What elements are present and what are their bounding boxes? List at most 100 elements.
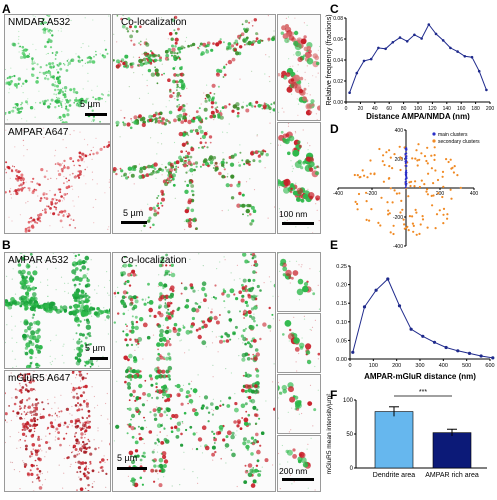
x-tick-label: 20 <box>358 106 364 112</box>
cluster-dot <box>21 275 25 279</box>
background-dot <box>63 176 65 178</box>
cluster-dot <box>139 43 142 46</box>
series-line <box>349 23 487 93</box>
cluster-dot <box>294 43 302 51</box>
cluster-dot <box>79 421 82 424</box>
background-dot <box>289 65 291 68</box>
background-dot <box>219 118 221 120</box>
cluster-dot <box>74 419 78 423</box>
cluster-dot <box>221 292 225 296</box>
main-cluster-point <box>405 159 408 162</box>
secondary-cluster-point <box>369 172 372 175</box>
background-dot <box>91 89 93 91</box>
background-dot <box>278 397 279 399</box>
cluster-dot <box>208 157 212 162</box>
background-dot <box>287 123 290 125</box>
background-dot <box>72 188 74 190</box>
cluster-dot <box>86 417 89 419</box>
cluster-dot <box>226 430 232 436</box>
cluster-dot <box>160 441 165 445</box>
cluster-dot <box>249 102 251 104</box>
cluster-dot <box>76 453 79 456</box>
cluster-dot <box>139 40 142 43</box>
cluster-dot <box>5 168 7 171</box>
cluster-dot <box>81 333 85 337</box>
cluster-dot <box>124 280 127 283</box>
cluster-dot <box>16 411 20 415</box>
cluster-dot <box>48 432 51 435</box>
coloc-label-b: Co-localization <box>121 255 187 266</box>
background-dot <box>179 484 181 486</box>
cluster-dot <box>234 407 239 413</box>
cluster-dot <box>255 324 259 327</box>
cluster-dot <box>224 443 230 448</box>
secondary-cluster-point <box>370 208 373 211</box>
cluster-dot <box>81 445 84 448</box>
background-dot <box>279 270 281 272</box>
cluster-dot <box>158 116 162 119</box>
background-dot <box>45 53 47 55</box>
background-dot <box>58 416 61 418</box>
cluster-dot <box>22 425 26 429</box>
background-dot <box>33 371 35 372</box>
cluster-dot <box>27 220 31 224</box>
cluster-dot <box>161 73 163 76</box>
background-dot <box>269 80 271 83</box>
cluster-dot <box>133 115 138 120</box>
cluster-dot <box>203 145 206 148</box>
cluster-dot <box>72 395 76 399</box>
cluster-dot <box>256 408 259 411</box>
cluster-dot <box>185 220 188 223</box>
cluster-dot <box>79 320 82 323</box>
ampar-label: AMPAR A647 <box>8 127 69 138</box>
cluster-dot <box>262 322 267 327</box>
background-dot <box>23 462 25 464</box>
cluster-dot <box>144 419 146 422</box>
cluster-dot <box>254 150 259 155</box>
chart-c: 0 20 40 60 80 100 120 140 160 180 200 0.00 0.02 0.04 0… <box>322 10 497 120</box>
background-dot <box>57 30 60 32</box>
y-tick-label: 50 <box>346 432 353 438</box>
cluster-dot <box>55 198 58 202</box>
cluster-dot <box>120 175 123 177</box>
cluster-dot <box>71 172 74 175</box>
background-dot <box>236 264 238 266</box>
background-dot <box>60 27 62 30</box>
background-dot <box>308 170 310 172</box>
cluster-dot <box>253 389 258 395</box>
cluster-dot <box>280 74 285 78</box>
background-dot <box>211 408 213 410</box>
cluster-dot <box>156 82 159 85</box>
background-dot <box>308 85 310 87</box>
cluster-dot <box>288 35 295 41</box>
background-dot <box>140 463 142 465</box>
cluster-dot <box>197 125 203 130</box>
background-dot <box>23 155 25 157</box>
cluster-dot <box>26 373 29 375</box>
background-dot <box>95 198 97 201</box>
cluster-dot <box>82 422 84 424</box>
cluster-dot <box>212 114 217 119</box>
cluster-dot <box>39 197 43 200</box>
data-point <box>391 41 395 44</box>
cluster-dot <box>236 114 240 118</box>
secondary-cluster-point <box>432 182 435 185</box>
cluster-dot <box>32 313 35 317</box>
cluster-dot <box>84 168 86 171</box>
cluster-dot <box>245 373 248 376</box>
cluster-dot <box>171 314 174 317</box>
background-dot <box>157 142 159 144</box>
cluster-dot <box>286 86 293 93</box>
y-tick-label: -400 <box>393 244 403 250</box>
cluster-dot <box>21 186 25 190</box>
cluster-dot <box>81 461 85 465</box>
cluster-dot <box>130 166 135 171</box>
cluster-dot <box>189 425 193 429</box>
cluster-dot <box>45 75 48 77</box>
background-dot <box>316 209 318 211</box>
cluster-dot <box>74 356 79 360</box>
cluster-dot <box>227 42 232 46</box>
background-dot <box>307 159 309 161</box>
cluster-dot <box>258 417 261 420</box>
cluster-dot <box>138 174 143 180</box>
